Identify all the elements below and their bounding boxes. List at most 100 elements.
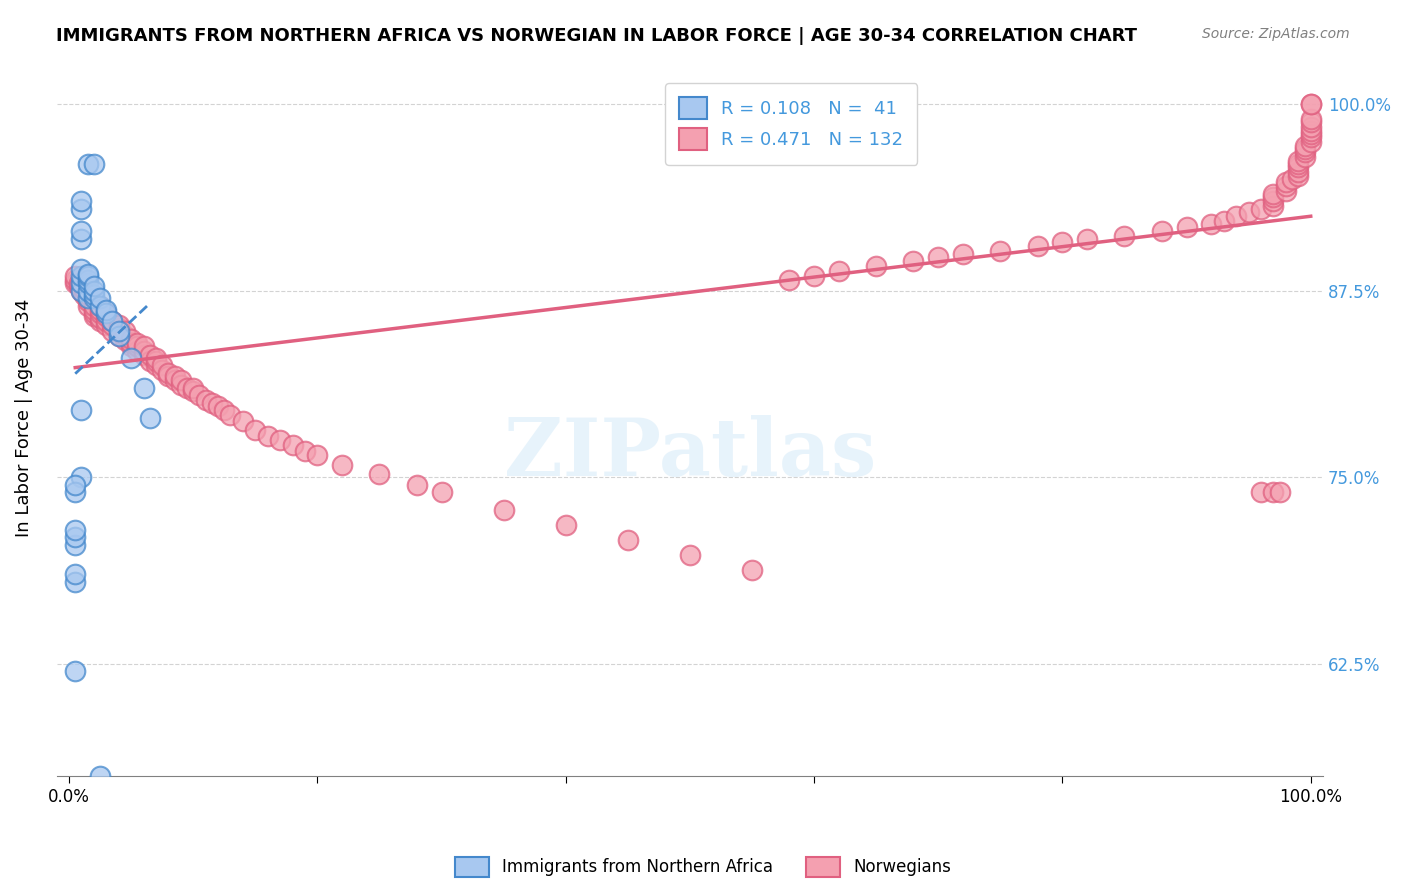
Point (107, 324, 129, 338)
Point (1150, 224, 1173, 238)
Point (127, 343, 149, 358)
Point (181, 384, 204, 398)
Point (1275, 175, 1298, 189)
Point (101, 324, 124, 338)
Point (65, 485, 87, 500)
Point (1237, 204, 1260, 219)
Point (1299, 120, 1322, 134)
Point (76, 273, 98, 287)
Point (1268, 485, 1291, 500)
Point (138, 354, 160, 368)
Point (132, 381, 155, 395)
Point (245, 423, 267, 437)
Point (73, 282, 96, 296)
Point (107, 321, 129, 335)
Point (70, 232, 93, 246)
Point (207, 399, 229, 413)
Point (1286, 169, 1309, 183)
Point (405, 478, 427, 492)
Point (330, 458, 353, 473)
Point (1052, 235, 1074, 249)
Point (232, 414, 254, 428)
Point (150, 359, 173, 373)
Point (1286, 160, 1309, 174)
Point (1286, 164, 1309, 178)
Point (1275, 179, 1298, 194)
Legend: Immigrants from Northern Africa, Norwegians: Immigrants from Northern Africa, Norwegi… (449, 850, 957, 884)
Point (1275, 184, 1298, 198)
Point (281, 437, 304, 451)
Point (170, 373, 193, 387)
Point (83, 291, 105, 305)
Point (1286, 157, 1309, 171)
Legend: R = 0.108   N =  41, R = 0.471   N = 132: R = 0.108 N = 41, R = 0.471 N = 132 (665, 83, 917, 165)
Point (1294, 150, 1316, 164)
Point (76, 284, 98, 298)
Point (1263, 186, 1285, 201)
Point (70, 284, 93, 298)
Point (1263, 194, 1285, 209)
Point (76, 284, 98, 298)
Point (120, 336, 142, 351)
Point (65, 268, 87, 283)
Point (927, 250, 949, 264)
Point (65, 530, 87, 544)
Point (96, 314, 118, 328)
Point (803, 268, 825, 283)
Point (83, 288, 105, 302)
Point (163, 368, 186, 383)
Point (1201, 217, 1223, 231)
Point (269, 433, 291, 447)
Point (65, 277, 87, 291)
Point (83, 157, 105, 171)
Point (120, 332, 142, 346)
Point (679, 548, 702, 562)
Point (70, 470, 93, 484)
Point (114, 333, 136, 347)
Point (828, 264, 851, 278)
Point (70, 268, 93, 283)
Point (201, 396, 224, 410)
Point (127, 339, 149, 353)
Point (145, 351, 167, 365)
Point (1026, 239, 1049, 253)
Point (741, 563, 763, 577)
Y-axis label: In Labor Force | Age 30-34: In Labor Force | Age 30-34 (15, 299, 32, 537)
Point (170, 377, 193, 392)
Point (96, 306, 118, 320)
Point (778, 273, 800, 287)
Point (188, 388, 211, 402)
Point (114, 324, 136, 338)
Point (1263, 485, 1285, 500)
Point (1114, 228, 1136, 243)
Point (176, 381, 198, 395)
Point (65, 537, 87, 551)
Point (1286, 154, 1309, 169)
Point (1294, 142, 1316, 156)
Text: ZIPatlas: ZIPatlas (503, 415, 876, 492)
Point (83, 310, 105, 324)
Point (952, 246, 974, 260)
Point (1299, 127, 1322, 141)
Point (65, 665, 87, 679)
Point (157, 368, 180, 383)
Point (89, 769, 111, 783)
Point (70, 403, 93, 417)
Point (76, 268, 98, 283)
Point (1212, 213, 1234, 227)
Point (89, 299, 111, 313)
Point (1250, 202, 1272, 216)
Point (70, 284, 93, 298)
Point (76, 294, 98, 309)
Point (101, 314, 124, 328)
Point (96, 318, 118, 333)
Point (83, 299, 105, 313)
Point (76, 299, 98, 313)
Point (554, 518, 576, 533)
Point (492, 503, 515, 517)
Point (988, 244, 1011, 258)
Text: Source: ZipAtlas.com: Source: ZipAtlas.com (1202, 27, 1350, 41)
Point (114, 328, 136, 343)
Point (89, 306, 111, 320)
Point (132, 339, 155, 353)
